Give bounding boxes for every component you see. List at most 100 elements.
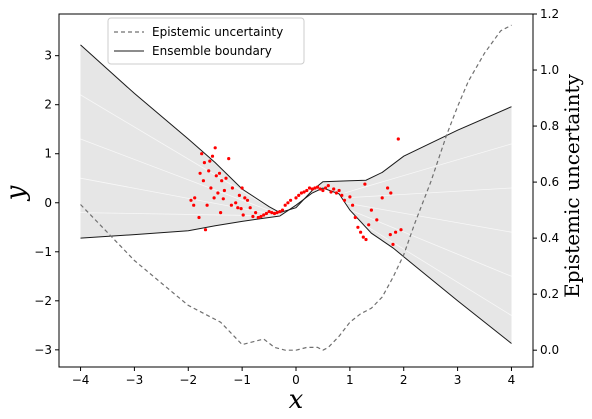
data-point [297,193,301,197]
data-point [278,210,282,214]
data-point [213,146,217,150]
data-point [205,203,209,207]
data-point [326,184,330,188]
data-point [209,186,213,190]
data-point [294,196,298,200]
data-point [321,188,325,193]
x-tick-label: −2 [179,373,197,387]
y-tick-label: 2 [44,98,52,112]
epistemic-uncertainty-line [80,24,512,351]
data-point [324,186,328,190]
data-point [222,188,226,193]
data-point [256,215,260,220]
x-tick-label: −3 [126,373,144,387]
data-point [286,201,290,205]
data-point [318,187,322,191]
ensemble-member-line [344,202,512,233]
ensemble-member-line [80,138,280,215]
data-point [207,169,211,173]
legend: Epistemic uncertainty Ensemble boundary [107,17,305,65]
data-point [202,161,206,165]
data-point [289,198,293,202]
data-point [305,188,309,193]
data-point [299,191,303,195]
data-point [241,213,245,217]
data-point [262,213,266,217]
data-point [399,228,403,232]
data-point [229,203,233,207]
data-point [272,211,277,216]
data-point [361,235,365,239]
data-point [369,208,373,212]
ensemble-member-line [80,94,281,214]
data-point [337,188,341,193]
y-tick-label: −1 [34,245,52,259]
data-point [230,186,234,190]
data-point [270,211,274,215]
data-point [342,198,347,202]
data-point [389,191,393,195]
y2-tick-label: 0.8 [540,119,559,133]
data-point [220,179,224,183]
data-point [334,191,338,195]
data-point [198,171,202,175]
y2-tick-label: 0.4 [540,231,559,245]
data-point [248,206,252,210]
legend-label-boundary: Ensemble boundary [152,44,272,58]
data-point [264,211,268,216]
data-point [216,191,220,195]
data-point [280,208,285,212]
y-tick-label: −2 [34,294,52,308]
data-point [240,186,244,190]
data-point [236,206,240,210]
data-point [224,176,228,180]
data-point [302,190,306,194]
data-point [259,214,263,219]
data-point [391,242,395,246]
data-point [203,228,208,232]
x-axis: −4 −3 −2 −1 0 1 2 3 4 [72,367,516,387]
data-point [375,218,379,222]
y2-tick-label: 0.0 [540,343,559,357]
x-tick-label: −4 [72,373,90,387]
y-tick-label: 1 [44,147,52,161]
y-tick-label: 0 [44,196,52,210]
plot-area [80,24,512,351]
data-point [364,237,368,242]
data-point [239,207,243,211]
data-point [353,215,357,220]
data-point [193,196,197,200]
data-point [217,171,222,175]
data-point [396,137,400,141]
data-point [348,195,352,199]
data-point [243,196,247,200]
data-point [245,198,250,202]
data-point [214,174,218,178]
data-point [351,203,355,207]
data-point [210,154,215,158]
data-point [332,187,336,191]
y2-tick-label: 0.2 [540,287,559,301]
data-point [275,211,279,215]
x-tick-label: 4 [508,373,516,387]
x-tick-label: 0 [292,373,300,387]
data-point [386,186,390,190]
ensemble-member-line [344,207,512,277]
data-point [367,223,371,227]
data-point [394,230,398,234]
data-point [192,203,196,207]
data-point [227,157,231,161]
ensemble-member-lines [80,94,512,316]
data-point [219,211,223,215]
ensemble-member-line [80,177,280,216]
data-point [197,215,201,220]
y-axis-title: y [1,185,31,201]
data-point [329,190,333,194]
data-point [388,233,392,237]
ensemble-member-line [80,212,280,217]
ensemble-member-line [344,212,512,316]
legend-box [107,17,305,65]
data-point [315,185,320,189]
data-point [310,187,314,191]
data-point [380,196,384,200]
